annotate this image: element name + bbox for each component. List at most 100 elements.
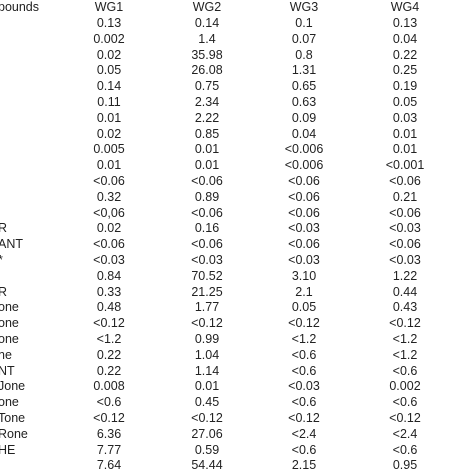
cell: <0.03 [389, 252, 421, 267]
cell [458, 427, 474, 443]
cell: <0.6 [291, 395, 317, 410]
row-label: one [0, 331, 19, 346]
cell: <0.06 [288, 173, 320, 188]
cell: 0.99 [194, 331, 220, 346]
cell: 12 [458, 63, 474, 79]
cell: <0.03 [191, 252, 223, 267]
row-label [0, 48, 60, 64]
row-label [0, 206, 60, 222]
column-header: WG3 [289, 0, 319, 15]
table-row: 0.02 35.98 0.8 0.22 8 [0, 48, 474, 64]
cell: 0.01 [96, 110, 122, 125]
cell: 34 [458, 269, 474, 285]
table-row: 0.02 0.85 0.04 0.01 [0, 127, 474, 143]
cell [458, 379, 474, 395]
cell: 0.1 [295, 16, 313, 30]
cell: 70.52 [191, 268, 223, 283]
cell: 18 [458, 458, 474, 474]
cell: 0.32 [96, 189, 122, 204]
table-body: l0.130.140.10.130.0021.40.070.040.0235.9… [0, 16, 474, 474]
row-label: Jone [0, 379, 26, 394]
cell: <0.06 [288, 189, 320, 204]
cell: 0.63 [291, 94, 317, 109]
cell: 0.02 [96, 47, 122, 62]
cell: 0.02 [96, 221, 122, 236]
cell: 0.01 [194, 158, 220, 173]
cell: 0.002 [93, 31, 125, 46]
cell: 1.31 [291, 63, 317, 78]
cell: 0.33 [96, 284, 122, 299]
cell: 0.03 [392, 110, 418, 125]
cell [458, 158, 474, 174]
cell: 6.36 [96, 426, 122, 441]
cell: <0.6 [392, 442, 418, 457]
table-row: one <0.6 0.45 <0.6 <0.6 [0, 395, 474, 411]
row-label: one [0, 316, 19, 331]
cell: <0.6 [392, 395, 418, 410]
column-header: WG4 [390, 0, 420, 15]
cell: 0.59 [194, 442, 220, 457]
cell [458, 395, 474, 411]
cell: 0.45 [194, 395, 220, 410]
cell: 0.05 [291, 300, 317, 315]
cell: <0.06 [93, 173, 125, 188]
cell: <0.12 [288, 410, 320, 425]
table-row: one <1.2 0.99 <1.2 <1.2 [0, 332, 474, 348]
cell: 26.08 [191, 63, 223, 78]
table-row: <0.06 <0.06 <0.06 <0.06 [0, 174, 474, 190]
cell: <1.2 [392, 331, 418, 346]
cell: 8 [458, 48, 474, 64]
cell: <0.12 [389, 316, 421, 331]
cell: <0.03 [288, 252, 320, 267]
cell: 0.002 [389, 379, 421, 394]
row-label: l [0, 16, 60, 32]
cell: <0.06 [288, 205, 320, 220]
cell: 0.22 [96, 347, 122, 362]
cell: 0.48 [96, 300, 122, 315]
cell: 0.01 [392, 142, 418, 157]
row-label [0, 190, 60, 206]
cell: <0.12 [93, 410, 125, 425]
cell: <0.12 [389, 410, 421, 425]
cell: 0.22 [392, 47, 418, 62]
cell: <0.06 [389, 173, 421, 188]
cell: 17 [458, 285, 474, 301]
cell: <0.12 [191, 410, 223, 425]
row-label [0, 95, 60, 111]
cell [458, 411, 474, 427]
cell: <1.2 [392, 347, 418, 362]
cell: 0 [458, 111, 474, 127]
row-label: one [0, 300, 19, 315]
cell: 0.65 [291, 79, 317, 94]
row-label: ANT [0, 237, 23, 252]
cell: <0.06 [93, 237, 125, 252]
row-label: Tone [0, 410, 26, 425]
cell: 0.8 [295, 47, 313, 62]
cell [458, 221, 474, 237]
cell: 1.4 [198, 31, 216, 46]
cell: 0.13 [392, 16, 418, 30]
cell: 0.21 [392, 189, 418, 204]
cell: <0.6 [291, 363, 317, 378]
cell: <0.12 [288, 316, 320, 331]
cell: <0.12 [93, 316, 125, 331]
cell: <0.12 [191, 316, 223, 331]
cell: <2.4 [392, 426, 418, 441]
cell: <1.2 [96, 331, 122, 346]
header-row: pounds WG1 WG2 WG3 WG4 W [0, 0, 474, 16]
cell: 0.22 [96, 363, 122, 378]
row-label [0, 158, 60, 174]
row-label [0, 458, 60, 474]
cell [458, 190, 474, 206]
cell: 0.25 [392, 63, 418, 78]
cell: 2.34 [194, 94, 220, 109]
cell: 0.16 [194, 221, 220, 236]
table-row: one <0.12 <0.12 <0.12 <0.12 [0, 316, 474, 332]
cell [458, 253, 474, 269]
cell: 21.25 [191, 284, 223, 299]
cell: <0.03 [93, 252, 125, 267]
cell: <0.6 [291, 442, 317, 457]
cell [458, 142, 474, 158]
cell: 1.04 [194, 347, 220, 362]
cell: <0.06 [191, 237, 223, 252]
